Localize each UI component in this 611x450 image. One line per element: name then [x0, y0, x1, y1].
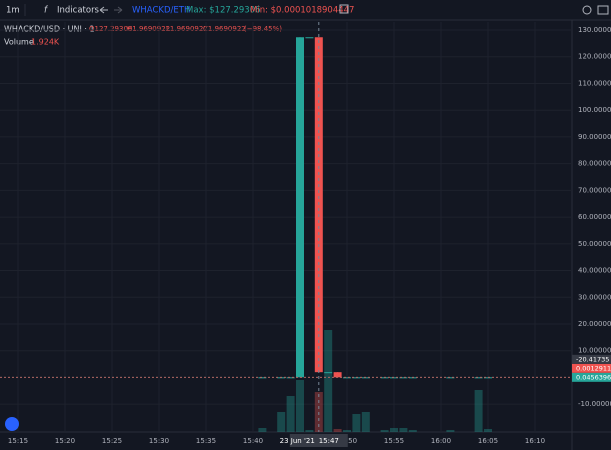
undo-icon[interactable] [99, 6, 108, 14]
candle-body [474, 377, 483, 379]
price-tag [572, 372, 611, 382]
candle-body [305, 37, 314, 39]
price-tag-label: -20.41735 [576, 355, 609, 363]
volume-bar [474, 390, 483, 432]
x-tick-label: 16:10 [525, 437, 545, 445]
y-tick-label: 10.000000 [578, 347, 611, 355]
x-tick-label: 15:30 [149, 437, 169, 445]
volume-bar [399, 428, 408, 432]
crosshair-time: 15:47 [319, 437, 339, 445]
y-tick-label: -10.000000 [578, 400, 611, 408]
ohlc-open: O127.29306 [89, 25, 133, 33]
settings-icon[interactable] [582, 5, 592, 15]
fx-icon: f [44, 6, 49, 16]
x-tick-label: 15:35 [196, 437, 216, 445]
volume-bar [286, 396, 295, 432]
camera-icon[interactable] [597, 5, 609, 15]
pair-label: WHACKD/ETH [132, 6, 190, 16]
x-tick-label: 15:25 [102, 437, 122, 445]
volume-bar [343, 430, 351, 432]
volume-bar [484, 429, 492, 432]
candle-body [286, 377, 295, 379]
candle-body [296, 37, 304, 378]
candle-body [258, 377, 267, 379]
y-tick-label: 20.000000 [578, 320, 611, 328]
volume-bar [352, 414, 361, 432]
volume-bar [305, 430, 314, 432]
x-tick-label: 15:40 [243, 437, 263, 445]
x-tick-label: 16:05 [478, 437, 498, 445]
ohlc-change: (−98.45%) [244, 25, 282, 33]
volume-bar [333, 429, 342, 432]
y-tick-label: 120.000000 [578, 53, 611, 61]
y-tick-label: 40.000000 [578, 267, 611, 275]
y-tick-label: 50.000000 [578, 240, 611, 248]
indicators-button[interactable]: Indicators [57, 6, 100, 16]
x-tick-label: 15:55 [384, 437, 404, 445]
candle-body [446, 377, 455, 379]
price-tag-label: 0.00129111 [576, 364, 611, 372]
price-tag [572, 363, 611, 373]
ohlc-low: L1.9690922 [166, 25, 208, 33]
crosshair-tag [289, 434, 348, 447]
y-tick-label: 60.000000 [578, 213, 611, 221]
y-tick-label: 70.000000 [578, 186, 611, 194]
max-label: Max: $127.29306 [186, 6, 261, 16]
y-tick-label: 30.000000 [578, 293, 611, 301]
y-tick-label: 130.000000 [578, 26, 611, 34]
grid [0, 22, 572, 432]
x-tick-label: 15:20 [55, 437, 75, 445]
price-tag [572, 354, 611, 364]
candle-body [399, 377, 408, 379]
symbol-label: WHACKD/USD · UNI · 1 [4, 25, 95, 34]
volume-bar [361, 412, 370, 432]
y-tick-label: 100.000000 [578, 106, 611, 114]
volume-legend-name: Volume [4, 38, 34, 47]
y-tick-label: 110.000000 [578, 79, 611, 87]
logo-button[interactable] [5, 417, 19, 431]
min-label: Min: $0.0001018904447 [250, 6, 354, 16]
volume-legend-value: 1.924K [31, 38, 60, 47]
candle-body [333, 372, 342, 378]
ohlc-high: H1.9690922 [127, 25, 170, 33]
candle-body [343, 377, 351, 379]
y-tick-label: 90.000000 [578, 133, 611, 141]
crosshair-date: 23 Jun '21 [280, 437, 315, 445]
volume-bar [258, 428, 267, 432]
volume-bar [390, 428, 398, 432]
volume-bar [408, 430, 417, 432]
interval-button[interactable]: 1m [6, 6, 20, 16]
volume-bar [296, 380, 304, 432]
x-tick-label: 15:15 [8, 437, 28, 445]
x-tick-label: 16:00 [431, 437, 451, 445]
fullscreen-icon[interactable] [339, 4, 349, 14]
volume-bar [380, 430, 389, 432]
volume-bar [277, 412, 286, 432]
price-tag-label: 0.04563969 [576, 373, 611, 381]
redo-icon[interactable] [114, 6, 123, 14]
candle-body [324, 372, 333, 374]
ohlc-close: C1.9690922 [203, 25, 246, 33]
volume-bar [446, 430, 455, 432]
volume-bar [324, 330, 333, 432]
y-tick-label: 80.000000 [578, 160, 611, 168]
